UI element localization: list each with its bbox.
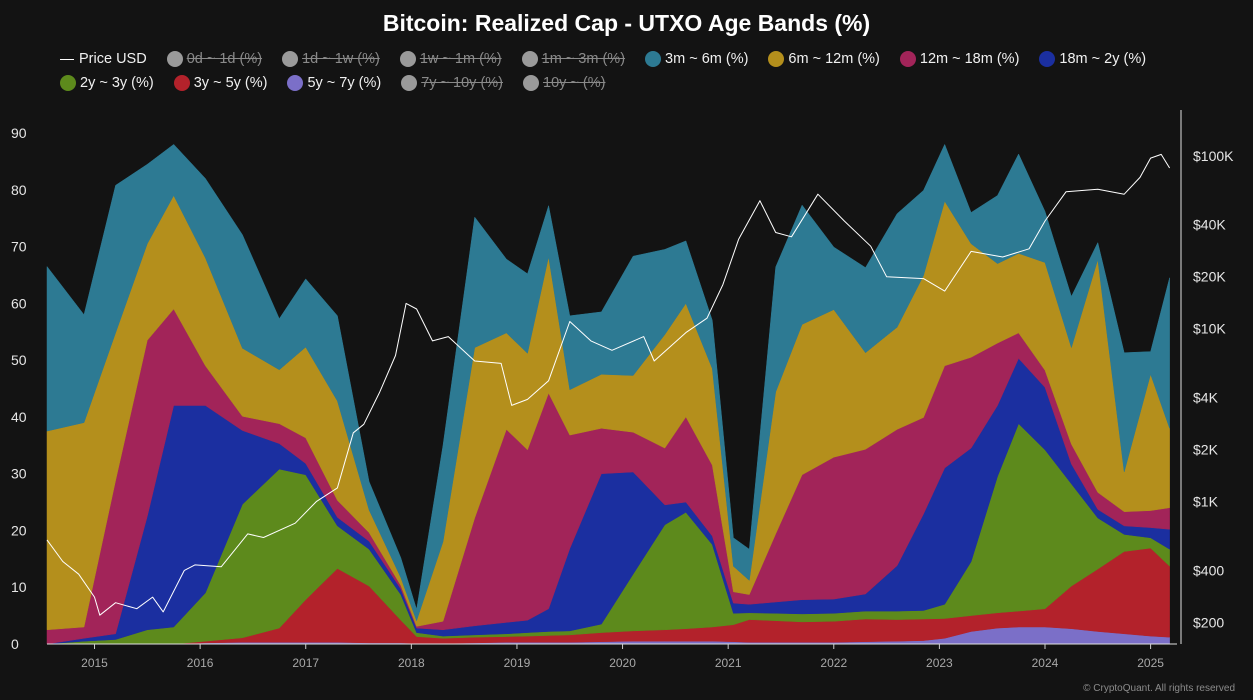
y-tick-label: 0 [11,636,19,652]
legend-label: 3y ~ 5y (%) [193,75,268,91]
legend-label: 1w ~ 1m (%) [419,51,502,67]
legend-label: 7y ~ 10y (%) [421,75,503,91]
legend-item[interactable]: 10y ~ (%) [523,74,605,92]
legend-item[interactable]: 3y ~ 5y (%) [173,74,268,92]
legend-dot-swatch [287,75,304,91]
legend-dot-swatch [899,51,916,67]
y-tick-label: 30 [11,466,27,482]
y-tick-label: 90 [11,125,27,141]
legend-dot-swatch [173,75,190,91]
legend-dot-swatch [645,51,662,67]
x-tick-label: 2016 [187,656,214,670]
x-tick-label: 2019 [504,656,531,670]
legend-item[interactable]: 1w ~ 1m (%) [399,50,502,68]
legend-item[interactable]: 0d ~ 1d (%) [166,50,263,68]
legend-item[interactable]: 2y ~ 3y (%) [60,74,154,92]
legend-item[interactable]: 1m ~ 3m (%) [521,50,626,68]
legend-label: 2y ~ 3y (%) [80,75,154,91]
y2-tick-label: $10K [1193,321,1226,337]
legend-dot-swatch [401,75,418,91]
legend-dot-swatch [282,51,299,67]
legend-item[interactable]: 7y ~ 10y (%) [401,74,503,92]
legend-label: 3m ~ 6m (%) [665,51,749,67]
x-tick-label: 2018 [398,656,425,670]
legend-item[interactable]: 3m ~ 6m (%) [645,50,748,68]
y2-tick-label: $2K [1193,442,1219,458]
legend-label: 12m ~ 18m (%) [919,51,1020,67]
y2-tick-label: $100K [1193,148,1234,164]
legend-line-swatch [60,58,74,60]
legend-item[interactable]: Price USD [60,50,147,68]
y2-tick-label: $4K [1193,389,1219,405]
chart-title: Bitcoin: Realized Cap - UTXO Age Bands (… [382,10,871,36]
legend-item[interactable]: 1d ~ 1w (%) [282,50,380,68]
y2-tick-label: $40K [1193,217,1226,233]
x-tick-label: 2021 [715,656,742,670]
x-tick-label: 2020 [609,656,636,670]
chart-legend: Price USD 0d ~ 1d (%) 1d ~ 1w (%) 1w ~ 1m (… [60,50,1230,92]
legend-dot-swatch [1039,51,1056,67]
watermark: © CryptoQuant. All rights reserved [1083,683,1235,694]
legend-label: 5y ~ 7y (%) [307,75,382,91]
legend-label: Price USD [79,51,147,67]
y-tick-label: 60 [11,295,27,311]
legend-item[interactable]: 12m ~ 18m (%) [899,50,1020,68]
x-tick-label: 2024 [1032,656,1059,670]
legend-label: 10y ~ (%) [543,75,606,91]
legend-dot-swatch [521,51,538,67]
y2-tick-label: $400 [1193,562,1224,578]
price-line [46,153,1171,616]
y-tick-label: 10 [11,579,27,595]
legend-label: 18m ~ 2y (%) [1059,51,1147,67]
legend-dot-swatch [399,51,416,67]
legend-item[interactable]: 6m ~ 12m (%) [768,50,880,68]
legend-dot-swatch [166,51,183,67]
y-tick-label: 80 [11,182,27,198]
legend-dot-swatch [60,75,76,91]
legend-dot-swatch [768,51,785,67]
legend-label: 0d ~ 1d (%) [186,51,263,67]
y2-tick-label: $200 [1193,614,1224,630]
legend-dot-swatch [523,75,539,91]
legend-label: 1m ~ 3m (%) [541,51,626,67]
area-series-group [46,143,1170,645]
legend-item[interactable]: 18m ~ 2y (%) [1039,50,1146,68]
area-3m-6m [46,143,1170,622]
y-tick-label: 40 [11,409,27,425]
y-tick-label: 50 [11,352,27,368]
legend-item[interactable]: 5y ~ 7y (%) [287,74,381,92]
x-tick-label: 2023 [926,656,953,670]
legend-label: 1d ~ 1w (%) [302,51,380,67]
y2-tick-label: $20K [1193,269,1226,285]
x-tick-label: 2025 [1137,656,1164,670]
y-tick-label: 70 [11,239,27,255]
legend-label: 6m ~ 12m (%) [788,51,880,67]
y2-tick-label: $1K [1193,494,1219,510]
x-tick-label: 2022 [820,656,847,670]
x-tick-label: 2015 [81,656,108,670]
x-tick-label: 2017 [292,656,319,670]
y-tick-label: 20 [11,522,27,538]
